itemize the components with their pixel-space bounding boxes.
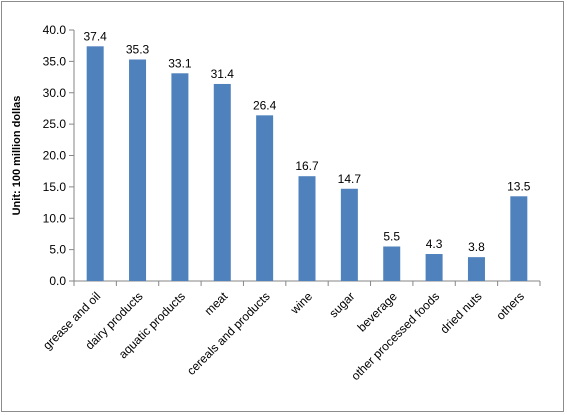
bar xyxy=(510,196,528,281)
category-label: dried nuts xyxy=(437,289,484,336)
bars xyxy=(86,46,528,282)
data-label: 5.5 xyxy=(383,229,400,243)
y-tick-label: 20.0 xyxy=(43,149,67,163)
data-label: 3.8 xyxy=(468,240,485,254)
y-tick-label: 5.0 xyxy=(49,243,66,257)
y-tick-label: 40.0 xyxy=(43,23,67,37)
bar xyxy=(298,176,316,281)
data-label: 31.4 xyxy=(211,67,235,81)
bar xyxy=(171,73,189,281)
y-tick-label: 15.0 xyxy=(43,180,67,194)
y-tick-label: 25.0 xyxy=(43,117,67,131)
bar xyxy=(256,115,274,281)
category-label: meat xyxy=(202,289,231,318)
y-tick-label: 30.0 xyxy=(43,86,67,100)
data-label: 14.7 xyxy=(338,172,362,186)
y-ticks: 0.0 5.0 10.0 15.0 20.0 25.0 30.0 35.0 40.0 xyxy=(43,23,74,288)
bar xyxy=(340,188,358,281)
bar xyxy=(129,59,147,282)
data-labels: 37.4 35.3 33.1 31.4 26.4 16.7 14.7 5.5 4.3 3.8 13.… xyxy=(84,29,531,254)
data-label: 35.3 xyxy=(126,42,150,56)
category-label: wine xyxy=(287,289,315,317)
data-label: 37.4 xyxy=(84,29,108,43)
category-label: sugar xyxy=(326,289,357,320)
y-tick-label: 0.0 xyxy=(49,274,66,288)
bar xyxy=(213,83,231,281)
bar xyxy=(86,46,104,281)
bar xyxy=(383,246,401,281)
bar xyxy=(467,257,485,281)
y-tick-label: 35.0 xyxy=(43,54,67,68)
data-label: 26.4 xyxy=(253,98,277,112)
bar xyxy=(425,254,443,281)
y-axis-title-group: Unit: 100 million dollas xyxy=(11,96,23,216)
y-tick-label: 10.0 xyxy=(43,211,67,225)
data-label: 33.1 xyxy=(168,56,192,70)
category-label: cereals and products xyxy=(184,289,273,378)
data-label: 16.7 xyxy=(295,159,319,173)
category-label: others xyxy=(493,289,526,322)
data-label: 13.5 xyxy=(507,179,531,193)
data-label: 4.3 xyxy=(426,237,443,251)
y-axis-title: Unit: 100 million dollas xyxy=(11,96,23,216)
